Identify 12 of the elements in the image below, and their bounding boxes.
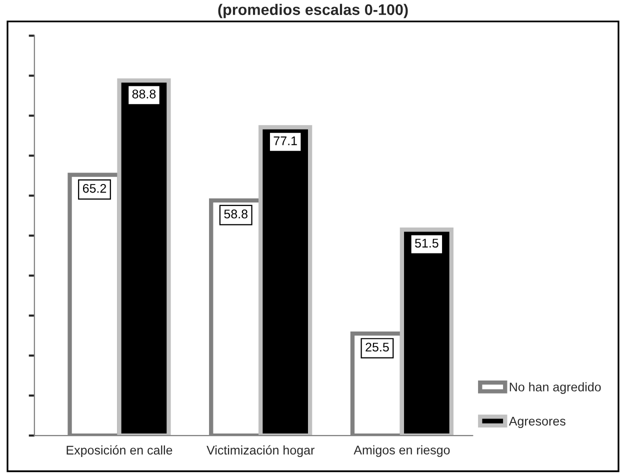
data-label: 77.1	[274, 136, 297, 146]
data-label: 65.2	[82, 184, 106, 193]
x-tick-label: Exposición en calle	[66, 445, 172, 458]
legend-label: Agresores	[508, 416, 566, 428]
data-label: 58.8	[224, 210, 248, 218]
data-label: 25.5	[366, 342, 389, 352]
x-tick-label: Victimización hogar	[206, 445, 314, 458]
x-tick-label: Amigos en riesgo	[354, 445, 450, 457]
legend-label: No han agredido	[510, 382, 601, 394]
data-label: 88.8	[132, 90, 156, 98]
data-label: 51.5	[415, 238, 438, 248]
chart-title: (promedios escalas 0-100)	[218, 4, 408, 18]
